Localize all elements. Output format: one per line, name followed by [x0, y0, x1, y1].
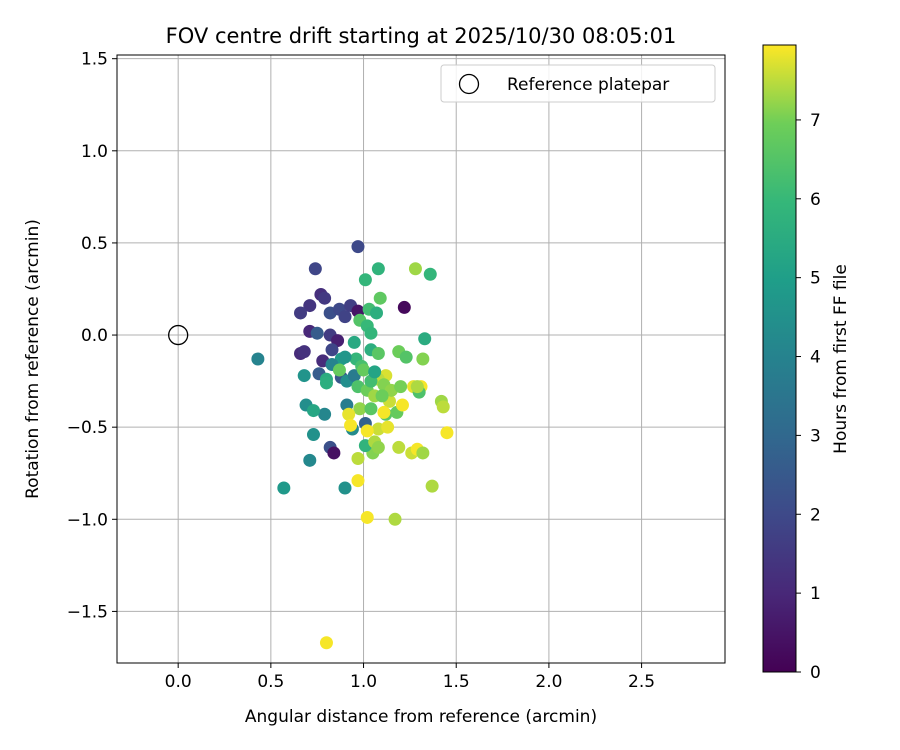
data-point	[351, 240, 365, 254]
data-point	[394, 380, 408, 394]
data-point	[416, 446, 430, 460]
data-point	[303, 453, 317, 467]
data-point	[370, 306, 384, 320]
chart-title: FOV centre drift starting at 2025/10/30 …	[166, 24, 677, 48]
data-point	[351, 451, 365, 465]
data-point	[416, 352, 430, 366]
data-point	[358, 273, 372, 287]
y-tick-label: −1.0	[67, 510, 108, 530]
data-point	[338, 350, 352, 364]
colorbar-tick-label: 5	[810, 269, 821, 289]
data-point	[308, 262, 322, 276]
y-axis-ticks: 1.5 1.0 0.5 0.0 −0.5 −1.0 −1.5	[67, 50, 117, 622]
colorbar-tick-label: 1	[810, 584, 821, 604]
data-point	[310, 326, 324, 340]
data-point	[371, 440, 385, 454]
data-point	[251, 352, 265, 366]
data-point	[375, 389, 389, 403]
data-point	[303, 299, 317, 313]
colorbar: 0 1 2 3 4 5 6 7 Hours from first FF file	[762, 44, 851, 683]
data-point	[318, 407, 332, 421]
data-point	[297, 345, 311, 359]
y-axis-label: Rotation from reference (arcmin)	[23, 219, 43, 499]
x-tick-label: 0.0	[165, 672, 192, 692]
data-point	[338, 481, 352, 495]
data-point	[353, 402, 367, 416]
data-point	[399, 350, 413, 364]
data-point	[377, 405, 391, 419]
data-point	[318, 291, 332, 305]
data-point	[373, 291, 387, 305]
y-tick-label: 0.0	[81, 326, 108, 346]
data-point	[347, 335, 361, 349]
legend-label: Reference platepar	[507, 75, 669, 95]
data-point	[388, 512, 402, 526]
data-point	[338, 310, 352, 324]
data-point	[294, 306, 308, 320]
x-tick-label: 2.0	[535, 672, 562, 692]
data-point	[357, 363, 371, 377]
data-point	[418, 332, 432, 346]
y-tick-label: 1.5	[81, 50, 108, 70]
colorbar-tick-label: 6	[810, 190, 821, 210]
colorbar-gradient	[762, 44, 797, 673]
data-point	[392, 440, 406, 454]
plot-frame	[116, 54, 726, 664]
data-point	[440, 426, 454, 440]
data-point	[381, 420, 395, 434]
x-tick-label: 2.5	[628, 672, 655, 692]
data-point	[371, 262, 385, 276]
x-axis-label: Angular distance from reference (arcmin)	[245, 707, 597, 727]
colorbar-tick-label: 4	[810, 348, 821, 368]
data-point	[408, 262, 422, 276]
data-point	[425, 479, 439, 493]
data-point	[364, 326, 378, 340]
data-point	[277, 481, 291, 495]
data-point	[360, 424, 374, 438]
data-point	[360, 510, 374, 524]
data-point	[306, 428, 320, 442]
data-point	[344, 418, 358, 432]
legend: Reference platepar	[440, 64, 716, 103]
colorbar-tick-label: 0	[810, 663, 821, 683]
colorbar-ticks: 0 1 2 3 4 5 6 7	[796, 111, 821, 683]
y-tick-label: 0.5	[81, 234, 108, 254]
reference-marker	[168, 324, 189, 346]
data-point	[410, 380, 424, 394]
x-tick-label: 0.5	[257, 672, 284, 692]
y-tick-label: 1.0	[81, 142, 108, 162]
x-axis-ticks: 0.0 0.5 1.0 1.5 2.0 2.5	[165, 663, 655, 692]
legend-box	[440, 64, 716, 103]
data-point	[297, 369, 311, 383]
y-tick-label: −0.5	[67, 418, 108, 438]
data-point	[423, 267, 437, 281]
data-point	[319, 376, 333, 390]
data-point	[306, 404, 320, 418]
data-point	[436, 400, 450, 414]
data-point	[342, 407, 356, 421]
data-point	[371, 346, 385, 360]
data-point	[368, 365, 382, 379]
colorbar-label: Hours from first FF file	[831, 264, 851, 454]
data-point	[325, 343, 339, 357]
data-point	[332, 363, 346, 377]
colorbar-tick-label: 2	[810, 505, 821, 525]
x-tick-label: 1.0	[350, 672, 377, 692]
legend-marker-icon	[458, 73, 480, 95]
data-point	[364, 402, 378, 416]
data-point	[397, 300, 411, 314]
data-point	[327, 446, 341, 460]
scatter-points	[251, 240, 454, 650]
data-point	[319, 636, 333, 650]
data-point	[395, 398, 409, 412]
colorbar-tick-label: 7	[810, 111, 821, 131]
colorbar-tick-label: 3	[810, 426, 821, 446]
data-point	[351, 474, 365, 488]
y-tick-label: −1.5	[67, 602, 108, 622]
x-tick-label: 1.5	[443, 672, 470, 692]
